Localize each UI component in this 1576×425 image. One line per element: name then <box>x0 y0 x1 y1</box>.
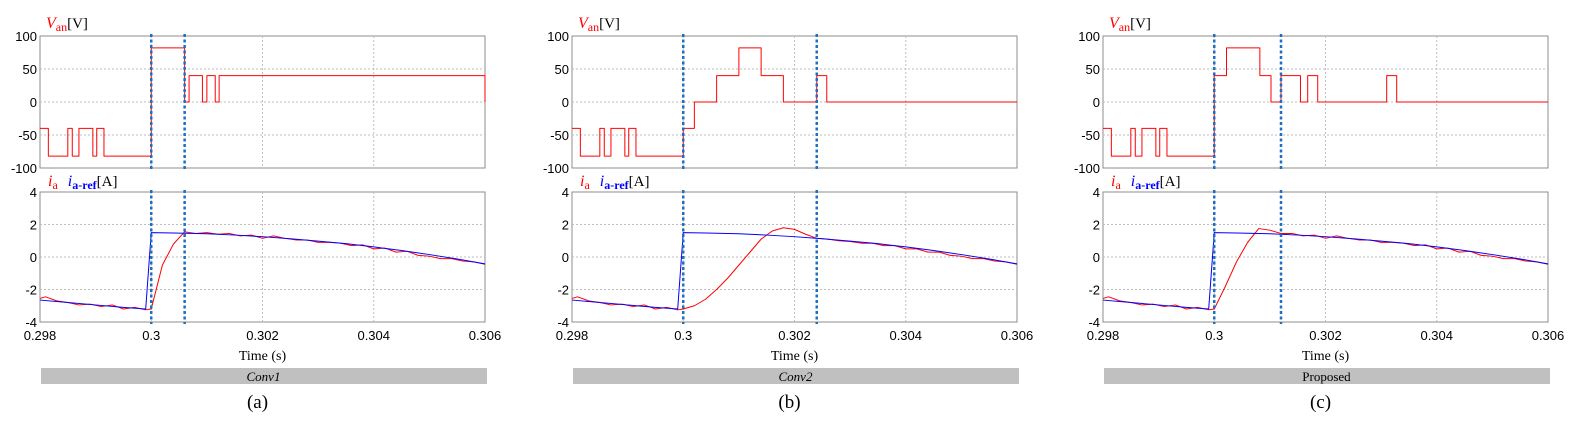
x-tick-label: 0.304 <box>357 328 390 343</box>
x-axis-label: Time (s) <box>239 349 287 364</box>
chart-panel-2: 100 50 0 -50 -100 Van[V] 4 2 0 -2 -4 ia ia-ref[A] 0.2… <box>543 15 1033 413</box>
panel-label: (c) <box>1310 392 1331 413</box>
current-series-line-1 <box>571 227 1018 311</box>
current-y-tick-label: 2 <box>1093 218 1100 233</box>
x-tick-label: 0.298 <box>24 328 57 343</box>
x-axis-label: Time (s) <box>1302 349 1350 364</box>
voltage-y-tick-label: -100 <box>1074 161 1100 176</box>
current-y-tick-label: -4 <box>1088 315 1100 330</box>
voltage-plot: 100 50 0 -50 -100 Van[V] <box>543 15 1018 176</box>
voltage-y-tick-label: -50 <box>1081 128 1100 143</box>
current-y-tick-label: 2 <box>562 218 569 233</box>
current-plot: 4 2 0 -2 -4 ia ia-ref[A] <box>25 173 486 330</box>
chart-panel-1: 100 50 0 -50 -100 Van[V] 4 2 0 -2 -4 ia ia-ref[A] 0.2… <box>11 15 501 413</box>
voltage-y-tick-label: 100 <box>547 29 569 44</box>
current-y-tick-label: -4 <box>25 315 37 330</box>
current-y-tick-label: -2 <box>25 283 37 298</box>
current-plot: 4 2 0 -2 -4 ia ia-ref[A] <box>1088 173 1549 330</box>
current-y-tick-label: 4 <box>1093 185 1100 200</box>
voltage-y-tick-label: 100 <box>1078 29 1100 44</box>
voltage-y-tick-label: -50 <box>18 128 37 143</box>
voltage-axis-label: Van[V] <box>46 15 88 34</box>
chart-panel-3: 100 50 0 -50 -100 Van[V] 4 2 0 -2 -4 ia ia-ref[A] 0.2… <box>1074 15 1564 413</box>
current-y-tick-label: 0 <box>30 250 37 265</box>
voltage-y-tick-label: -100 <box>543 161 569 176</box>
voltage-y-tick-label: 0 <box>30 95 37 110</box>
current-y-tick-label: -2 <box>557 283 569 298</box>
x-tick-label: 0.302 <box>1309 328 1342 343</box>
current-y-tick-label: 0 <box>1093 250 1100 265</box>
x-tick-label: 0.3 <box>1205 328 1223 343</box>
current-axis-label: ia ia-ref[A] <box>48 173 118 192</box>
current-y-tick-label: 4 <box>30 185 37 200</box>
caption-bar <box>41 368 487 384</box>
voltage-y-tick-label: 100 <box>15 29 37 44</box>
x-tick-label: 0.306 <box>1532 328 1565 343</box>
panel-label: (a) <box>247 392 268 413</box>
x-tick-label: 0.302 <box>778 328 811 343</box>
voltage-y-tick-label: -100 <box>11 161 37 176</box>
current-y-tick-label: -2 <box>1088 283 1100 298</box>
current-plot: 4 2 0 -2 -4 ia ia-ref[A] <box>557 173 1018 330</box>
x-tick-label: 0.304 <box>889 328 922 343</box>
voltage-y-tick-label: -50 <box>550 128 569 143</box>
voltage-y-tick-label: 50 <box>1086 62 1100 77</box>
caption-bar <box>573 368 1019 384</box>
caption-label: Conv2 <box>779 369 813 384</box>
x-axis-label: Time (s) <box>771 349 819 364</box>
current-series-line-2 <box>1102 232 1549 310</box>
voltage-axis-label: Van[V] <box>578 15 620 34</box>
x-tick-label: 0.3 <box>674 328 692 343</box>
voltage-plot: 100 50 0 -50 -100 Van[V] <box>1074 15 1549 176</box>
current-axis-label: ia ia-ref[A] <box>580 173 650 192</box>
voltage-y-tick-label: 0 <box>1093 95 1100 110</box>
x-tick-label: 0.3 <box>142 328 160 343</box>
panel-label: (b) <box>778 392 800 413</box>
voltage-series-line-1 <box>1103 47 1548 157</box>
current-series-line-2 <box>39 232 486 310</box>
x-tick-label: 0.306 <box>469 328 502 343</box>
current-y-tick-label: 2 <box>30 218 37 233</box>
current-series-line-2 <box>571 232 1018 310</box>
current-y-tick-label: -4 <box>557 315 569 330</box>
caption-label: Proposed <box>1302 369 1351 384</box>
caption-label: Conv1 <box>247 369 281 384</box>
x-tick-label: 0.298 <box>556 328 589 343</box>
x-tick-label: 0.304 <box>1420 328 1453 343</box>
x-tick-label: 0.298 <box>1087 328 1120 343</box>
current-axis-label: ia ia-ref[A] <box>1111 173 1181 192</box>
voltage-plot: 100 50 0 -50 -100 Van[V] <box>11 15 486 176</box>
voltage-y-tick-label: 50 <box>23 62 37 77</box>
x-tick-label: 0.302 <box>246 328 279 343</box>
voltage-y-tick-label: 0 <box>562 95 569 110</box>
current-y-tick-label: 0 <box>562 250 569 265</box>
x-tick-label: 0.306 <box>1001 328 1034 343</box>
current-y-tick-label: 4 <box>562 185 569 200</box>
caption-bar <box>1104 368 1550 384</box>
voltage-y-tick-label: 50 <box>555 62 569 77</box>
voltage-axis-label: Van[V] <box>1109 15 1151 34</box>
